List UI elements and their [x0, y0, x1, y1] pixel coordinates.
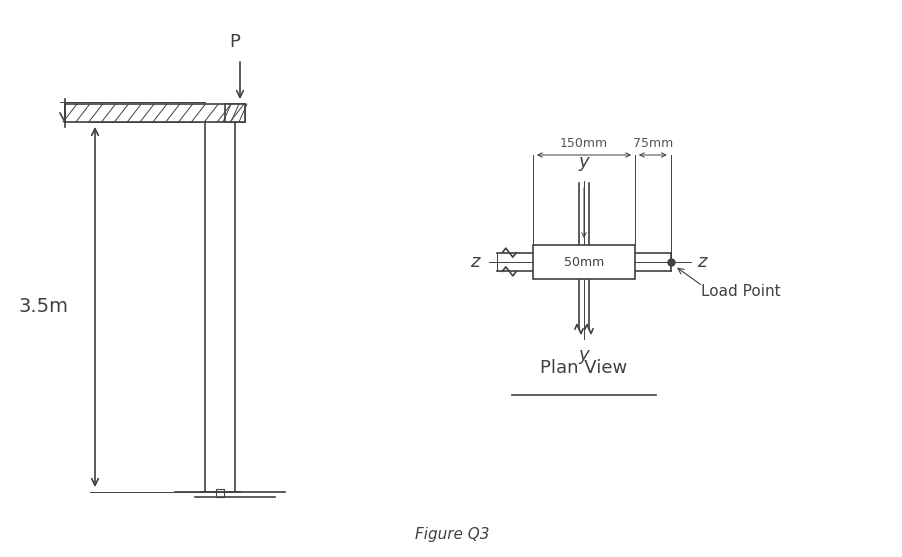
- Text: 3.5m: 3.5m: [18, 297, 68, 316]
- Bar: [216, 489, 224, 497]
- Text: z: z: [469, 253, 479, 271]
- Text: y: y: [578, 153, 589, 171]
- Bar: [65, 104, 244, 122]
- Bar: [225, 104, 244, 122]
- Bar: [532, 245, 634, 279]
- Text: y: y: [578, 346, 589, 364]
- Text: 75mm: 75mm: [632, 137, 672, 150]
- Text: Load Point: Load Point: [700, 284, 779, 299]
- Text: P: P: [229, 33, 240, 51]
- Text: Plan View: Plan View: [539, 359, 627, 377]
- Text: 150mm: 150mm: [559, 137, 607, 150]
- Text: 50mm: 50mm: [563, 256, 603, 268]
- Text: z: z: [696, 253, 705, 271]
- Text: Figure Q3: Figure Q3: [414, 527, 489, 543]
